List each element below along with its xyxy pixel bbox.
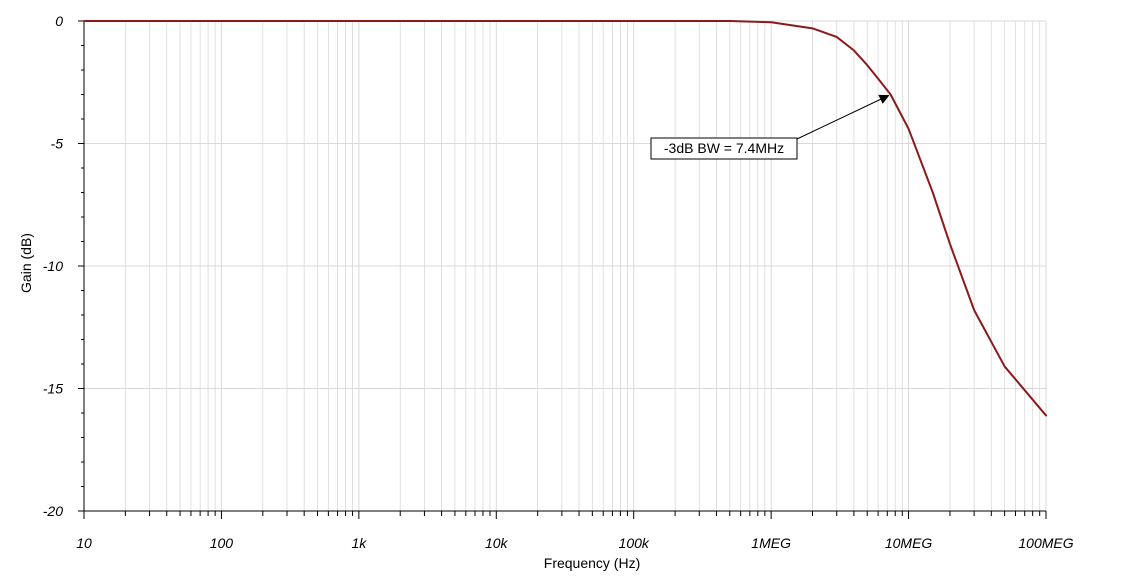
x-tick-label: 10 <box>76 535 92 551</box>
x-axis-title: Frequency (Hz) <box>544 555 640 571</box>
series-layer <box>83 20 1047 417</box>
annotation-label: -3dB BW = 7.4MHz <box>664 140 784 156</box>
tick-labels: 0 -5 -10 -15 -20 10 100 1k 10k 100k 1MEG 10MEG 100ME… <box>43 13 1074 551</box>
y-tick-label: -5 <box>51 136 64 152</box>
y-tick-label: -15 <box>43 381 63 397</box>
x-tick-label: 100k <box>619 535 650 551</box>
gain-line <box>83 20 1047 417</box>
x-tick-label: 100MEG <box>1018 535 1073 551</box>
x-tick-label: 1k <box>351 535 367 551</box>
y-axis-title: Gain (dB) <box>18 233 34 293</box>
tick-marks <box>78 20 1047 519</box>
x-tick-label: 1MEG <box>751 535 791 551</box>
y-tick-label: -20 <box>43 503 63 519</box>
y-tick-label: 0 <box>55 13 63 29</box>
x-tick-label: 10MEG <box>885 535 933 551</box>
y-tick-label: -10 <box>43 258 63 274</box>
annotation-box <box>650 137 798 160</box>
annotation-arrow <box>796 94 890 140</box>
x-tick-label: 100 <box>210 535 234 551</box>
x-tick-label: 10k <box>485 535 509 551</box>
grid <box>83 20 1047 512</box>
annotation-layer: -3dB BW = 7.4MHz <box>650 94 890 160</box>
